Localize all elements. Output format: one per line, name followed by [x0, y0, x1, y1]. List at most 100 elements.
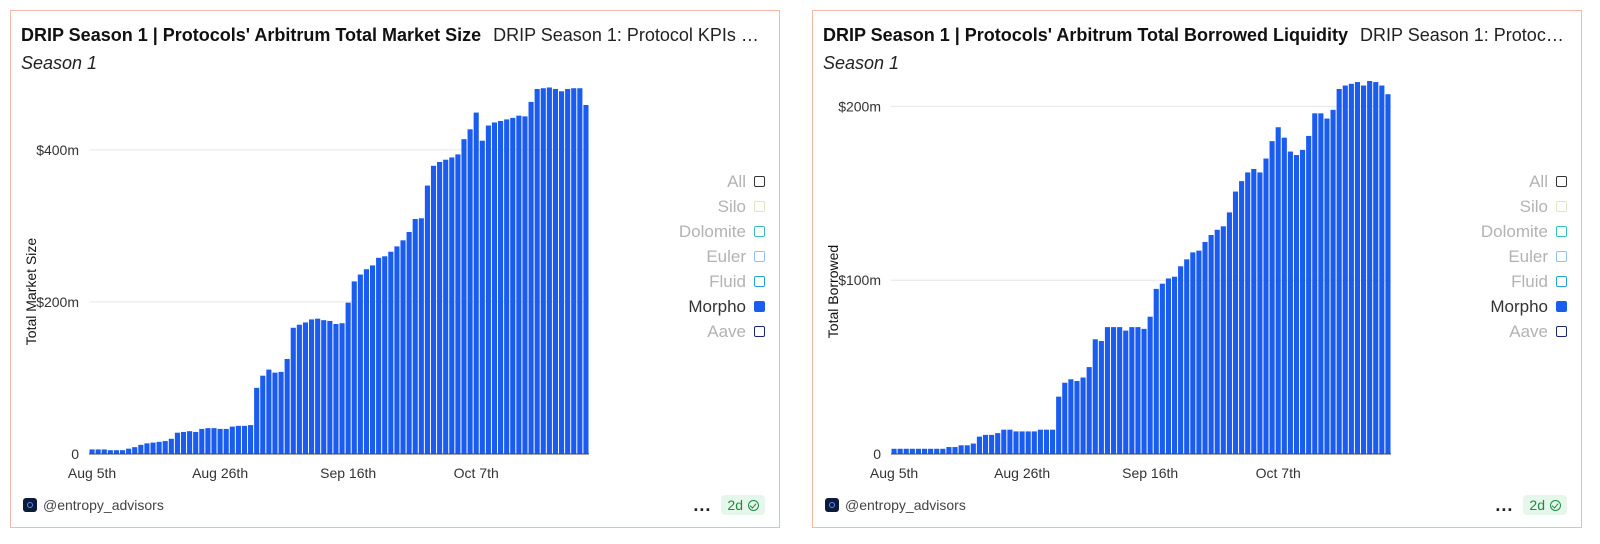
legend-item-all[interactable]: All	[1481, 169, 1567, 194]
chart-title[interactable]: DRIP Season 1 | Protocols' Arbitrum Tota…	[21, 25, 482, 45]
legend-swatch-icon[interactable]	[754, 326, 765, 337]
bar	[1190, 252, 1196, 454]
bar	[891, 448, 897, 454]
legend-item-silo[interactable]: Silo	[679, 194, 765, 219]
bar	[1336, 89, 1342, 454]
legend-swatch-icon[interactable]	[1556, 326, 1567, 337]
legend-swatch-icon[interactable]	[1556, 226, 1567, 237]
legend-swatch-icon[interactable]	[754, 201, 765, 212]
x-tick-label: Sep 16th	[320, 465, 376, 481]
x-tick-label: Oct 7th	[454, 465, 499, 481]
bar	[1129, 327, 1135, 454]
bar	[1037, 429, 1043, 454]
more-options-icon[interactable]: ...	[693, 495, 712, 515]
bar	[339, 323, 345, 454]
legend-item-morpho[interactable]: Morpho	[679, 294, 765, 319]
bar	[107, 450, 113, 454]
legend-item-all[interactable]: All	[679, 169, 765, 194]
legend-swatch-icon[interactable]	[754, 176, 765, 187]
legend-label: Aave	[1509, 321, 1548, 341]
author[interactable]: @entropy_advisors	[825, 497, 966, 513]
bar	[388, 251, 394, 454]
bar	[1287, 151, 1293, 455]
bar	[1092, 339, 1098, 454]
legend-swatch-icon[interactable]	[754, 301, 765, 312]
bar	[504, 119, 510, 454]
bar	[1117, 327, 1123, 454]
card-header: DRIP Season 1 | Protocols' Arbitrum Tota…	[21, 25, 769, 47]
y-tick-label: $200m	[838, 98, 881, 114]
legend-label: Morpho	[688, 296, 746, 316]
bar	[229, 426, 235, 454]
legend-item-fluid[interactable]: Fluid	[679, 269, 765, 294]
dashboard-link[interactable]: DRIP Season 1: Protocol K...	[1360, 25, 1571, 45]
legend-swatch-icon[interactable]	[1556, 176, 1567, 187]
bar	[217, 428, 223, 454]
bar	[1324, 118, 1330, 455]
chart-legend: All Silo Dolomite Euler Fluid Morpho Aave	[679, 169, 765, 344]
bar	[406, 231, 412, 454]
legend-swatch-icon[interactable]	[1556, 301, 1567, 312]
legend-item-dolomite[interactable]: Dolomite	[1481, 219, 1567, 244]
y-tick-label: 0	[71, 446, 79, 462]
legend-item-dolomite[interactable]: Dolomite	[679, 219, 765, 244]
bar	[437, 162, 443, 454]
freshness-badge[interactable]: 2d	[1523, 495, 1567, 515]
y-axis-label: Total Borrowed	[825, 245, 841, 338]
freshness-label: 2d	[1529, 497, 1545, 513]
bar	[1153, 288, 1159, 454]
bar	[1312, 113, 1318, 455]
more-options-icon[interactable]: ...	[1495, 495, 1514, 515]
legend-swatch-icon[interactable]	[754, 251, 765, 262]
x-tick-label: Aug 26th	[192, 465, 248, 481]
bar	[95, 449, 101, 454]
bar	[1232, 191, 1239, 455]
bar	[1354, 82, 1361, 455]
legend-swatch-icon[interactable]	[1556, 276, 1567, 287]
legend-item-aave[interactable]: Aave	[1481, 319, 1567, 344]
legend-item-aave[interactable]: Aave	[679, 319, 765, 344]
bar	[1141, 328, 1147, 454]
bar	[1281, 137, 1287, 454]
bar	[1171, 276, 1178, 454]
bar	[144, 443, 150, 454]
bar	[180, 431, 187, 454]
bar	[1001, 429, 1007, 454]
legend-label: Silo	[1519, 196, 1548, 216]
bar	[211, 428, 217, 454]
freshness-badge[interactable]: 2d	[721, 495, 765, 515]
bar	[934, 448, 940, 454]
bar	[455, 154, 461, 454]
bar	[467, 129, 473, 455]
bar	[205, 428, 211, 454]
legend-item-euler[interactable]: Euler	[1481, 244, 1567, 269]
x-tick-label: Aug 5th	[68, 465, 116, 481]
legend-label: Euler	[706, 246, 746, 266]
bar	[272, 372, 278, 454]
x-tick-label: Aug 5th	[870, 465, 918, 481]
legend-item-silo[interactable]: Silo	[1481, 194, 1567, 219]
card-footer-actions: ... 2d	[1495, 495, 1567, 515]
bar	[571, 88, 577, 454]
legend-item-fluid[interactable]: Fluid	[1481, 269, 1567, 294]
dashboard-link[interactable]: DRIP Season 1: Protocol KPIs Ov...	[493, 25, 769, 45]
bar	[1367, 81, 1373, 455]
bar	[345, 302, 351, 454]
bar	[89, 449, 95, 454]
bar	[1135, 327, 1141, 454]
card-header: DRIP Season 1 | Protocols' Arbitrum Tota…	[823, 25, 1571, 47]
bar	[1050, 429, 1056, 454]
legend-swatch-icon[interactable]	[754, 226, 765, 237]
legend-item-euler[interactable]: Euler	[679, 244, 765, 269]
legend-swatch-icon[interactable]	[1556, 251, 1567, 262]
author[interactable]: @entropy_advisors	[23, 497, 164, 513]
author-name: @entropy_advisors	[43, 497, 164, 513]
chart-title[interactable]: DRIP Season 1 | Protocols' Arbitrum Tota…	[823, 25, 1349, 45]
bar	[964, 445, 970, 454]
chart-legend: All Silo Dolomite Euler Fluid Morpho Aave	[1481, 169, 1567, 344]
legend-swatch-icon[interactable]	[1556, 201, 1567, 212]
bar	[333, 323, 339, 454]
bar	[516, 115, 522, 455]
legend-swatch-icon[interactable]	[754, 276, 765, 287]
legend-item-morpho[interactable]: Morpho	[1481, 294, 1567, 319]
